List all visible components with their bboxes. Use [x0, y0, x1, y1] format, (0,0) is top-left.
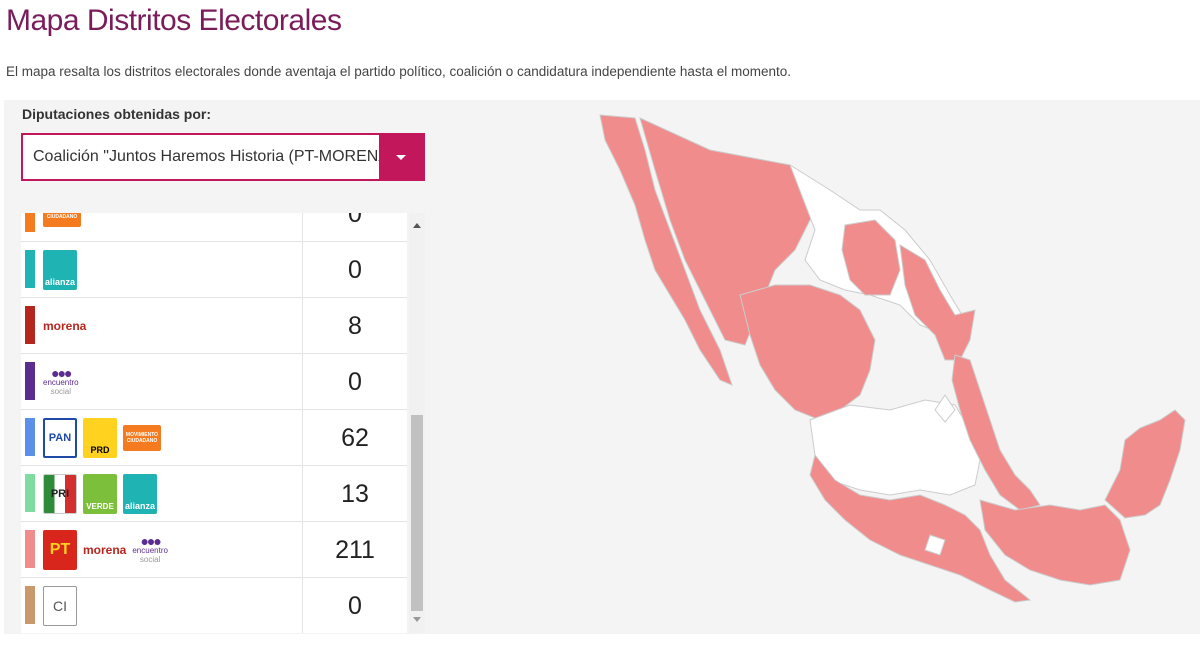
- party-row-movimiento-ciudadano[interactable]: MOVIMIENTO CIUDADANO 0: [21, 213, 407, 242]
- pt-logo-icon: PT: [43, 530, 77, 570]
- morena-logo-icon: morena: [83, 543, 127, 557]
- party-logos: PRI VERDE alianza: [43, 474, 157, 514]
- map-region-west-coast[interactable]: [809, 453, 1032, 603]
- map-region-veracruz[interactable]: [951, 354, 1041, 511]
- map-region-coahuila[interactable]: [841, 219, 901, 296]
- dropdown-toggle-button[interactable]: [379, 135, 423, 179]
- morena-logo-icon: morena: [43, 319, 87, 333]
- district-count: 8: [348, 312, 362, 340]
- column-divider: [302, 466, 303, 522]
- party-color-bar: [25, 213, 35, 232]
- column-divider: [302, 242, 303, 298]
- party-logos: alianza: [43, 250, 77, 290]
- district-count: 13: [341, 480, 369, 508]
- movimiento-ciudadano-logo-icon: MOVIMIENTO CIUDADANO: [123, 425, 161, 451]
- party-color-bar: [25, 362, 35, 400]
- party-color-bar: [25, 250, 35, 288]
- encuentro-social-logo-icon: ●●● encuentro social: [43, 364, 79, 396]
- district-count: 0: [348, 213, 362, 228]
- list-scrollbar[interactable]: [409, 213, 425, 633]
- district-count: 0: [348, 368, 362, 396]
- page-subtitle: El mapa resalta los distritos electorale…: [6, 64, 791, 79]
- scroll-down-icon[interactable]: [413, 617, 421, 622]
- mexico-districts-map[interactable]: [560, 110, 1190, 610]
- column-divider: [302, 410, 303, 466]
- pan-logo-icon: PAN: [43, 418, 77, 458]
- map-region-baja[interactable]: [599, 114, 733, 386]
- party-row-pri-verde-alianza[interactable]: PRI VERDE alianza 13: [21, 466, 407, 522]
- party-row-nueva-alianza[interactable]: alianza 0: [21, 242, 407, 298]
- party-results-list: MOVIMIENTO CIUDADANO 0 alianza 0 morena 8 ●●●e…: [21, 213, 407, 633]
- party-logos: MOVIMIENTO CIUDADANO: [43, 213, 81, 234]
- district-count: 211: [335, 536, 375, 564]
- district-count: 0: [348, 256, 362, 284]
- party-row-pt-morena-pes[interactable]: PT morena ●●● encuentro social 211: [21, 522, 407, 578]
- party-logos: PT morena ●●● encuentro social: [43, 530, 168, 570]
- party-color-bar: [25, 418, 35, 456]
- party-row-pan-prd-mc[interactable]: PAN PRD MOVIMIENTO CIUDADANO 62: [21, 410, 407, 466]
- map-region-south[interactable]: [979, 499, 1131, 586]
- prd-logo-icon: PRD: [83, 418, 117, 458]
- page-title: Mapa Distritos Electorales: [6, 4, 342, 37]
- pri-logo-icon: PRI: [43, 474, 77, 514]
- party-color-bar: [25, 474, 35, 512]
- party-logos: CI: [43, 586, 77, 626]
- scroll-up-icon[interactable]: [413, 223, 421, 228]
- map-region-tamaulipas[interactable]: [899, 244, 976, 361]
- verde-logo-icon: VERDE: [83, 474, 117, 514]
- party-color-bar: [25, 530, 35, 568]
- scrollbar-thumb[interactable]: [411, 415, 423, 611]
- dropdown-selected-value[interactable]: Coalición "Juntos Haremos Historia (PT-M…: [33, 148, 379, 165]
- nueva-alianza-logo-icon: alianza: [123, 474, 157, 514]
- encuentro-social-logo-icon: ●●● encuentro social: [132, 532, 168, 564]
- map-region-white-1[interactable]: [934, 394, 956, 423]
- movimiento-ciudadano-logo-icon: MOVIMIENTO CIUDADANO: [43, 213, 81, 227]
- party-color-bar: [25, 306, 35, 344]
- column-divider: [302, 578, 303, 633]
- party-color-bar: [25, 586, 35, 624]
- column-divider: [302, 298, 303, 354]
- column-divider: [302, 522, 303, 578]
- map-region-center-west[interactable]: [739, 284, 876, 421]
- district-count: 62: [341, 424, 369, 452]
- district-count: 0: [348, 592, 362, 620]
- candidatura-independiente-logo-icon: CI: [43, 586, 77, 626]
- party-logos: PAN PRD MOVIMIENTO CIUDADANO: [43, 418, 161, 458]
- filter-label: Diputaciones obtenidas por:: [22, 106, 212, 122]
- column-divider: [302, 354, 303, 410]
- party-logos: ●●● encuentro social: [43, 362, 79, 402]
- column-divider: [302, 213, 303, 242]
- map-region-white-2[interactable]: [924, 534, 946, 556]
- party-row-candidatura-independiente[interactable]: CI 0: [21, 578, 407, 633]
- nueva-alianza-logo-icon: alianza: [43, 250, 77, 290]
- chevron-down-icon: [396, 154, 406, 160]
- coalition-dropdown[interactable]: Coalición "Juntos Haremos Historia (PT-M…: [21, 133, 425, 181]
- map-region-yucatan[interactable]: [1104, 409, 1186, 519]
- party-row-encuentro-social[interactable]: ●●● encuentro social 0: [21, 354, 407, 410]
- party-logos: morena: [43, 306, 86, 346]
- party-row-morena[interactable]: morena 8: [21, 298, 407, 354]
